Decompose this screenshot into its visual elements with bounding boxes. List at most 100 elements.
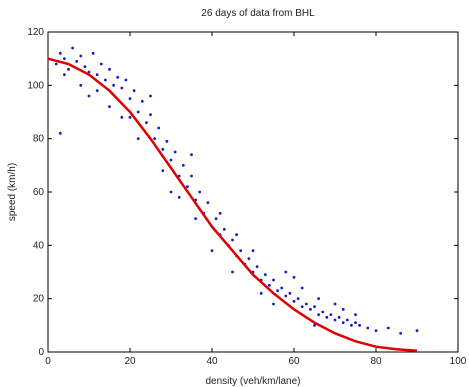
data-point [231,270,234,274]
data-point [169,190,173,194]
data-point [190,174,193,178]
y-tick-label: 40 [33,240,45,251]
y-tick-label: 20 [33,294,45,305]
data-point [128,115,132,119]
data-point [386,326,390,330]
data-point [58,131,62,135]
data-point [140,99,144,103]
data-point [132,89,136,93]
y-axis-label: speed (km/h) [7,163,18,221]
data-point [95,73,99,77]
data-point [313,305,316,309]
data-point [296,297,300,301]
data-point [329,313,333,317]
data-point [153,137,157,141]
data-point [145,121,148,125]
data-point [83,65,87,69]
y-tick-label: 0 [38,347,44,358]
data-point [108,105,111,109]
data-point [218,211,222,215]
scatter-points [54,46,419,335]
data-point [87,70,91,74]
data-point [214,217,218,221]
data-point [136,137,140,141]
data-point [247,257,251,261]
data-point [341,321,345,325]
data-point [350,323,353,327]
data-point [91,51,95,55]
data-point [63,57,66,61]
data-point [341,307,345,311]
data-point [272,302,275,306]
data-point [313,323,316,327]
data-point [317,297,320,301]
data-point [333,318,337,322]
data-point [198,190,202,194]
data-point [284,270,288,274]
data-point [95,89,99,93]
data-point [190,153,193,157]
data-point [259,291,263,295]
x-tick-label: 0 [45,356,51,367]
data-point [157,126,161,130]
data-point [112,83,115,87]
x-tick-label: 40 [206,356,218,367]
data-point [272,278,275,282]
chart-title: 26 days of data from BHL [201,8,315,19]
data-point [79,54,83,58]
data-point [399,331,402,335]
y-tick-label: 120 [27,27,44,38]
data-point [136,110,140,114]
data-point [251,249,255,253]
data-point [75,59,79,63]
data-point [222,227,226,231]
data-point [79,83,83,87]
data-point [161,169,165,173]
data-point [120,115,124,119]
data-point [292,275,296,279]
data-point [104,78,107,82]
plot-area [47,31,459,353]
data-point [276,289,279,293]
data-point [87,94,91,98]
data-point [317,313,320,317]
data-point [63,73,66,77]
data-point [186,185,189,189]
axis-ticks: 0 20 40 60 80 100 0 20 40 60 80 100 120 [27,27,466,367]
data-point [210,249,214,253]
data-point [173,150,177,154]
data-point [239,249,243,253]
data-point [354,321,357,325]
data-point [67,67,70,71]
x-tick-label: 60 [288,356,300,367]
data-point [300,286,304,290]
data-point [124,78,128,82]
fit-curve [47,57,418,352]
data-point [149,94,152,98]
data-point [235,233,239,237]
data-point [321,310,325,314]
data-point [366,326,370,330]
data-point [231,238,234,242]
data-point [333,302,337,306]
data-point [337,315,341,319]
data-point [149,113,152,117]
data-point [116,75,120,79]
data-point [309,307,312,311]
x-tick-label: 100 [450,356,467,367]
data-point [292,299,296,303]
data-point [169,158,173,162]
data-point [415,329,419,333]
data-point [374,329,378,333]
data-point [255,265,259,269]
data-point [128,97,132,101]
y-tick-label: 80 [33,134,45,145]
x-axis-label: density (veh/km/lane) [205,376,300,387]
data-point [120,86,124,90]
data-point [177,195,181,199]
data-point [206,201,210,205]
data-point [288,291,292,295]
fit-curve-line [47,57,418,352]
data-point [54,62,58,66]
